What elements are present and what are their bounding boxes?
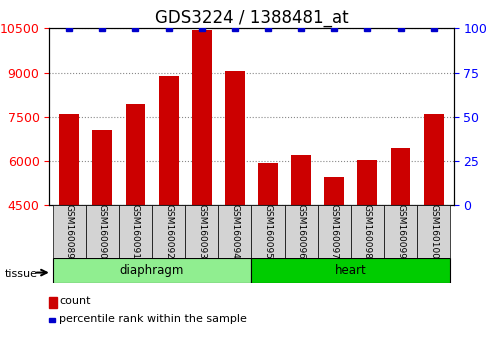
Text: GSM160089: GSM160089 [65,204,73,259]
Text: GSM160099: GSM160099 [396,204,405,259]
Text: diaphragm: diaphragm [120,264,184,277]
Bar [324,177,344,338]
FancyBboxPatch shape [218,205,251,258]
FancyBboxPatch shape [53,258,251,283]
FancyBboxPatch shape [251,258,450,283]
Text: percentile rank within the sample: percentile rank within the sample [59,314,247,324]
Bar [126,104,145,338]
FancyBboxPatch shape [417,205,450,258]
Text: GSM160094: GSM160094 [230,204,240,259]
Bar [390,148,411,338]
Text: GSM160097: GSM160097 [330,204,339,259]
Text: GSM160090: GSM160090 [98,204,107,259]
Title: GDS3224 / 1388481_at: GDS3224 / 1388481_at [155,9,348,27]
Bar [424,114,444,338]
Bar [225,71,245,338]
Text: heart: heart [335,264,367,277]
Text: GSM160091: GSM160091 [131,204,140,259]
Bar [59,114,79,338]
Bar [258,162,278,338]
Bar [192,30,211,338]
Text: GSM160096: GSM160096 [297,204,306,259]
FancyBboxPatch shape [152,205,185,258]
Text: GSM160095: GSM160095 [263,204,273,259]
FancyBboxPatch shape [53,205,86,258]
FancyBboxPatch shape [317,205,351,258]
FancyBboxPatch shape [86,205,119,258]
FancyBboxPatch shape [384,205,417,258]
FancyBboxPatch shape [119,205,152,258]
FancyBboxPatch shape [284,205,317,258]
Text: count: count [59,296,91,306]
FancyBboxPatch shape [351,205,384,258]
FancyBboxPatch shape [185,205,218,258]
Text: tissue: tissue [5,269,38,279]
Text: GSM160093: GSM160093 [197,204,206,259]
Bar [159,75,178,338]
Text: GSM160098: GSM160098 [363,204,372,259]
FancyBboxPatch shape [251,205,284,258]
Bar [291,155,311,338]
Text: GSM160092: GSM160092 [164,204,173,259]
Bar [357,160,377,338]
Text: GSM160100: GSM160100 [429,204,438,259]
Bar [92,130,112,338]
